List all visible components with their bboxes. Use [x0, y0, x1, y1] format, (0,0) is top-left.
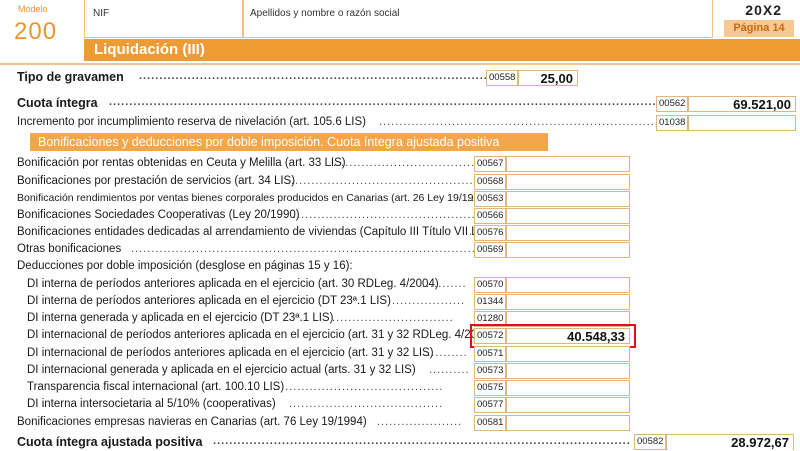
- value-field[interactable]: [506, 294, 630, 310]
- code-box: 00570: [474, 277, 506, 293]
- row-label: DI interna generada y aplicada en el eje…: [27, 312, 454, 324]
- row-label: DI interna intersocietaria al 5/10% (coo…: [27, 398, 444, 410]
- divider: [0, 63, 800, 65]
- value-field[interactable]: [506, 346, 630, 362]
- code-box: 01038: [656, 115, 688, 131]
- code-box: 00558: [486, 70, 518, 86]
- row-label: Bonificaciones Sociedades Cooperativas (…: [17, 209, 475, 221]
- row-label: Bonificaciones por prestación de servici…: [17, 175, 475, 187]
- row-label: DI internacional de períodos anteriores …: [27, 347, 468, 359]
- code-box: 00568: [474, 174, 506, 190]
- year-label: 20X2: [745, 2, 782, 18]
- code-box: 00563: [474, 191, 506, 207]
- row-label: Cuota íntegra...........................…: [17, 96, 657, 110]
- value-field[interactable]: 25,00: [518, 70, 578, 86]
- nif-label: NIF: [93, 8, 110, 19]
- code-box: 00582: [634, 434, 666, 450]
- row-label: Otras bonificaciones....................…: [17, 243, 475, 255]
- value-field[interactable]: [506, 208, 630, 224]
- row-label: Bonificación por rentas obtenidas en Ceu…: [17, 157, 475, 169]
- value-field[interactable]: [688, 115, 796, 131]
- value-field[interactable]: [506, 242, 630, 258]
- value-field[interactable]: 69.521,00: [688, 96, 796, 112]
- code-box: 00562: [656, 96, 688, 112]
- code-box: 00576: [474, 225, 506, 241]
- value-field[interactable]: [506, 363, 630, 379]
- row-label: Tipo de gravamen........................…: [17, 70, 487, 84]
- name-field[interactable]: Apellidos y nombre o razón social: [243, 0, 713, 38]
- modelo-number: 200: [14, 18, 58, 45]
- value-field[interactable]: [506, 225, 630, 241]
- subsection-title: Bonificaciones y deducciones por doble i…: [30, 133, 548, 151]
- code-box: 00581: [474, 415, 506, 431]
- code-box: 01344: [474, 294, 506, 310]
- section-title: Liquidación (III): [84, 39, 800, 61]
- row-label: Bonificaciones entidades dedicadas al ar…: [17, 226, 475, 238]
- value-field[interactable]: [506, 174, 630, 190]
- value-field[interactable]: 28.972,67: [666, 434, 794, 450]
- row-label: DI internacional de períodos anteriores …: [27, 329, 475, 341]
- value-field[interactable]: 40.548,33: [506, 328, 630, 344]
- row-label: Bonificación rendimientos por ventas bie…: [17, 192, 475, 204]
- value-field[interactable]: [506, 156, 630, 172]
- value-field[interactable]: [506, 415, 630, 431]
- code-box: 00575: [474, 380, 506, 396]
- highlight-box: [470, 324, 636, 348]
- code-box: 00569: [474, 242, 506, 258]
- row-label: Transparencia fiscal internacional (art.…: [27, 381, 444, 393]
- modelo-label: Modelo: [18, 4, 48, 14]
- row-label: Bonificaciones empresas navieras en Cana…: [17, 416, 463, 428]
- code-box: 00567: [474, 156, 506, 172]
- name-label: Apellidos y nombre o razón social: [250, 8, 400, 19]
- row-label: DI interna de períodos anteriores aplica…: [27, 295, 466, 307]
- value-field[interactable]: [506, 277, 630, 293]
- row-label: DI interna de períodos anteriores aplica…: [27, 278, 467, 290]
- row-label: Incremento por incumplimiento reserva de…: [17, 116, 657, 128]
- value-field[interactable]: [506, 311, 630, 327]
- value-field[interactable]: [506, 380, 630, 396]
- code-box: 00572: [474, 328, 506, 344]
- value-field[interactable]: [506, 191, 630, 207]
- code-box: 00573: [474, 363, 506, 379]
- value-field[interactable]: [506, 397, 630, 413]
- deducciones-heading: Deducciones por doble imposición (desglo…: [17, 260, 353, 272]
- row-label: DI internacional generada y aplicada en …: [27, 364, 470, 376]
- code-box: 00566: [474, 208, 506, 224]
- page-indicator: Página 14: [724, 20, 794, 37]
- code-box: 01280: [474, 311, 506, 327]
- nif-field[interactable]: NIF: [84, 0, 243, 38]
- code-box: 00577: [474, 397, 506, 413]
- row-label: Cuota íntegra ajustada positiva.........…: [17, 435, 631, 449]
- code-box: 00571: [474, 346, 506, 362]
